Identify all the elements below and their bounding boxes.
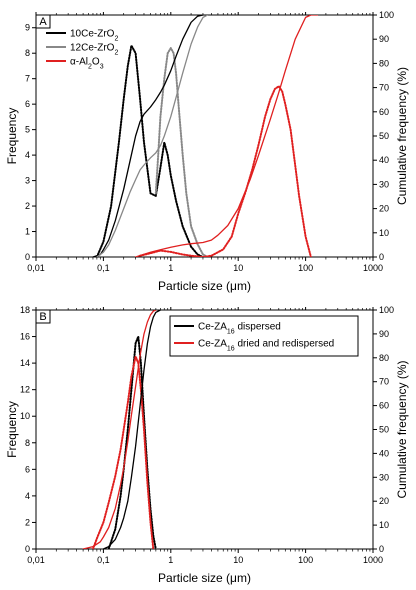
y-right-tick-label: 40 xyxy=(379,448,389,458)
cumulative-line-12ce-zro2 xyxy=(96,15,209,257)
y-right-axis-title: Cumulative frequency (%) xyxy=(395,67,409,205)
y-left-tick-label: 4 xyxy=(25,491,30,501)
x-tick-label: 1000 xyxy=(363,263,383,273)
series-group xyxy=(92,15,319,257)
y-left-axis-title: Frequency xyxy=(5,401,19,458)
panel-label: A xyxy=(39,16,47,28)
legend-label: 12Ce-ZrO2 xyxy=(70,43,118,57)
y-left-tick-label: 18 xyxy=(20,305,30,315)
x-tick-label: 1000 xyxy=(363,555,383,565)
y-left-tick-label: 3 xyxy=(25,176,30,186)
frequency-line-12ce-zro2 xyxy=(154,47,209,257)
y-right-tick-label: 50 xyxy=(379,425,389,435)
y-left-tick-label: 12 xyxy=(20,385,30,395)
legend-label: 10Ce-ZrO2 xyxy=(70,29,118,43)
y-left-tick-label: 0 xyxy=(25,252,30,262)
y-right-tick-label: 100 xyxy=(379,305,394,315)
y-right-tick-label: 50 xyxy=(379,131,389,141)
panel-label: B xyxy=(39,311,46,323)
x-tick-label: 100 xyxy=(298,555,313,565)
y-left-tick-label: 0 xyxy=(25,544,30,554)
x-tick-label: 10 xyxy=(233,263,243,273)
x-tick-label: 0,1 xyxy=(97,555,110,565)
legend-box xyxy=(169,315,359,357)
y-left-tick-label: 5 xyxy=(25,125,30,135)
y-left-tick-label: 7 xyxy=(25,74,30,84)
frequency-line-al2o3 xyxy=(139,85,312,257)
y-right-tick-label: 60 xyxy=(379,401,389,411)
y-left-tick-label: 1 xyxy=(25,227,30,237)
y-left-tick-label: 2 xyxy=(25,517,30,527)
y-right-tick-label: 0 xyxy=(379,544,384,554)
cumulative-line-ce-za16-dispersed xyxy=(102,310,162,549)
cumulative-line-10ce-zro2 xyxy=(92,15,204,257)
x-tick-label: 1 xyxy=(168,555,173,565)
y-right-tick-label: 20 xyxy=(379,204,389,214)
cumulative-line-al2o3 xyxy=(134,15,319,257)
y-right-tick-label: 80 xyxy=(379,58,389,68)
legend: Ce-ZA16 dispersed Ce-ZA16 dried and redis… xyxy=(169,315,359,357)
x-axis-title: Particle size (μm) xyxy=(158,571,251,585)
y-right-tick-label: 30 xyxy=(379,179,389,189)
y-left-tick-label: 9 xyxy=(25,23,30,33)
legend-label: Ce-ZA16 dried and redispersed xyxy=(198,339,334,353)
y-left-tick-label: 10 xyxy=(20,411,30,421)
y-left-tick-label: 6 xyxy=(25,464,30,474)
frequency-line-ce-za16-dried-and-redispersed xyxy=(92,355,155,549)
x-tick-label: 0,01 xyxy=(27,263,45,273)
x-tick-label: 1 xyxy=(168,263,173,273)
y-left-tick-label: 2 xyxy=(25,201,30,211)
y-right-tick-label: 70 xyxy=(379,83,389,93)
y-right-tick-label: 30 xyxy=(379,472,389,482)
y-left-tick-label: 6 xyxy=(25,99,30,109)
x-tick-label: 0,01 xyxy=(27,555,45,565)
frequency-line-ce-za16-dispersed xyxy=(107,335,157,549)
y-left-tick-label: 8 xyxy=(25,438,30,448)
x-tick-label: 0,1 xyxy=(97,263,110,273)
x-tick-label: 100 xyxy=(298,263,313,273)
y-left-tick-label: 4 xyxy=(25,150,30,160)
y-left-tick-label: 16 xyxy=(20,332,30,342)
y-left-tick-label: 8 xyxy=(25,48,30,58)
panel-b: 0,01 0,1 1 10 100 100002468101214161801020304… xyxy=(5,305,409,585)
series-group xyxy=(82,310,162,549)
y-right-tick-label: 100 xyxy=(379,10,394,20)
panel-label-box xyxy=(35,309,51,324)
cumulative-line-ce-za16-dried-and-redispersed xyxy=(82,310,157,549)
y-right-tick-label: 90 xyxy=(379,34,389,44)
frequency-line-10ce-zro2 xyxy=(95,44,204,257)
y-left-axis-title: Frequency xyxy=(5,108,19,165)
y-right-tick-label: 10 xyxy=(379,228,389,238)
y-right-tick-label: 60 xyxy=(379,107,389,117)
y-right-tick-label: 90 xyxy=(379,329,389,339)
y-left-tick-label: 14 xyxy=(20,358,30,368)
y-right-tick-label: 10 xyxy=(379,520,389,530)
x-axis-title: Particle size (μm) xyxy=(158,279,251,293)
y-right-tick-label: 80 xyxy=(379,353,389,363)
y-right-tick-label: 20 xyxy=(379,496,389,506)
legend-label: Ce-ZA16 dispersed xyxy=(198,322,281,336)
y-right-tick-label: 0 xyxy=(379,252,384,262)
x-tick-label: 10 xyxy=(233,555,243,565)
panel-label-box xyxy=(35,14,51,29)
y-right-axis-title: Cumulative frequency (%) xyxy=(395,360,409,498)
y-right-tick-label: 70 xyxy=(379,377,389,387)
panel-a: 0,01 0,1 1 10 100 100001234567890102030405060… xyxy=(5,10,409,293)
y-right-tick-label: 40 xyxy=(379,155,389,165)
legend-label: α-Al2O3 xyxy=(70,57,104,71)
